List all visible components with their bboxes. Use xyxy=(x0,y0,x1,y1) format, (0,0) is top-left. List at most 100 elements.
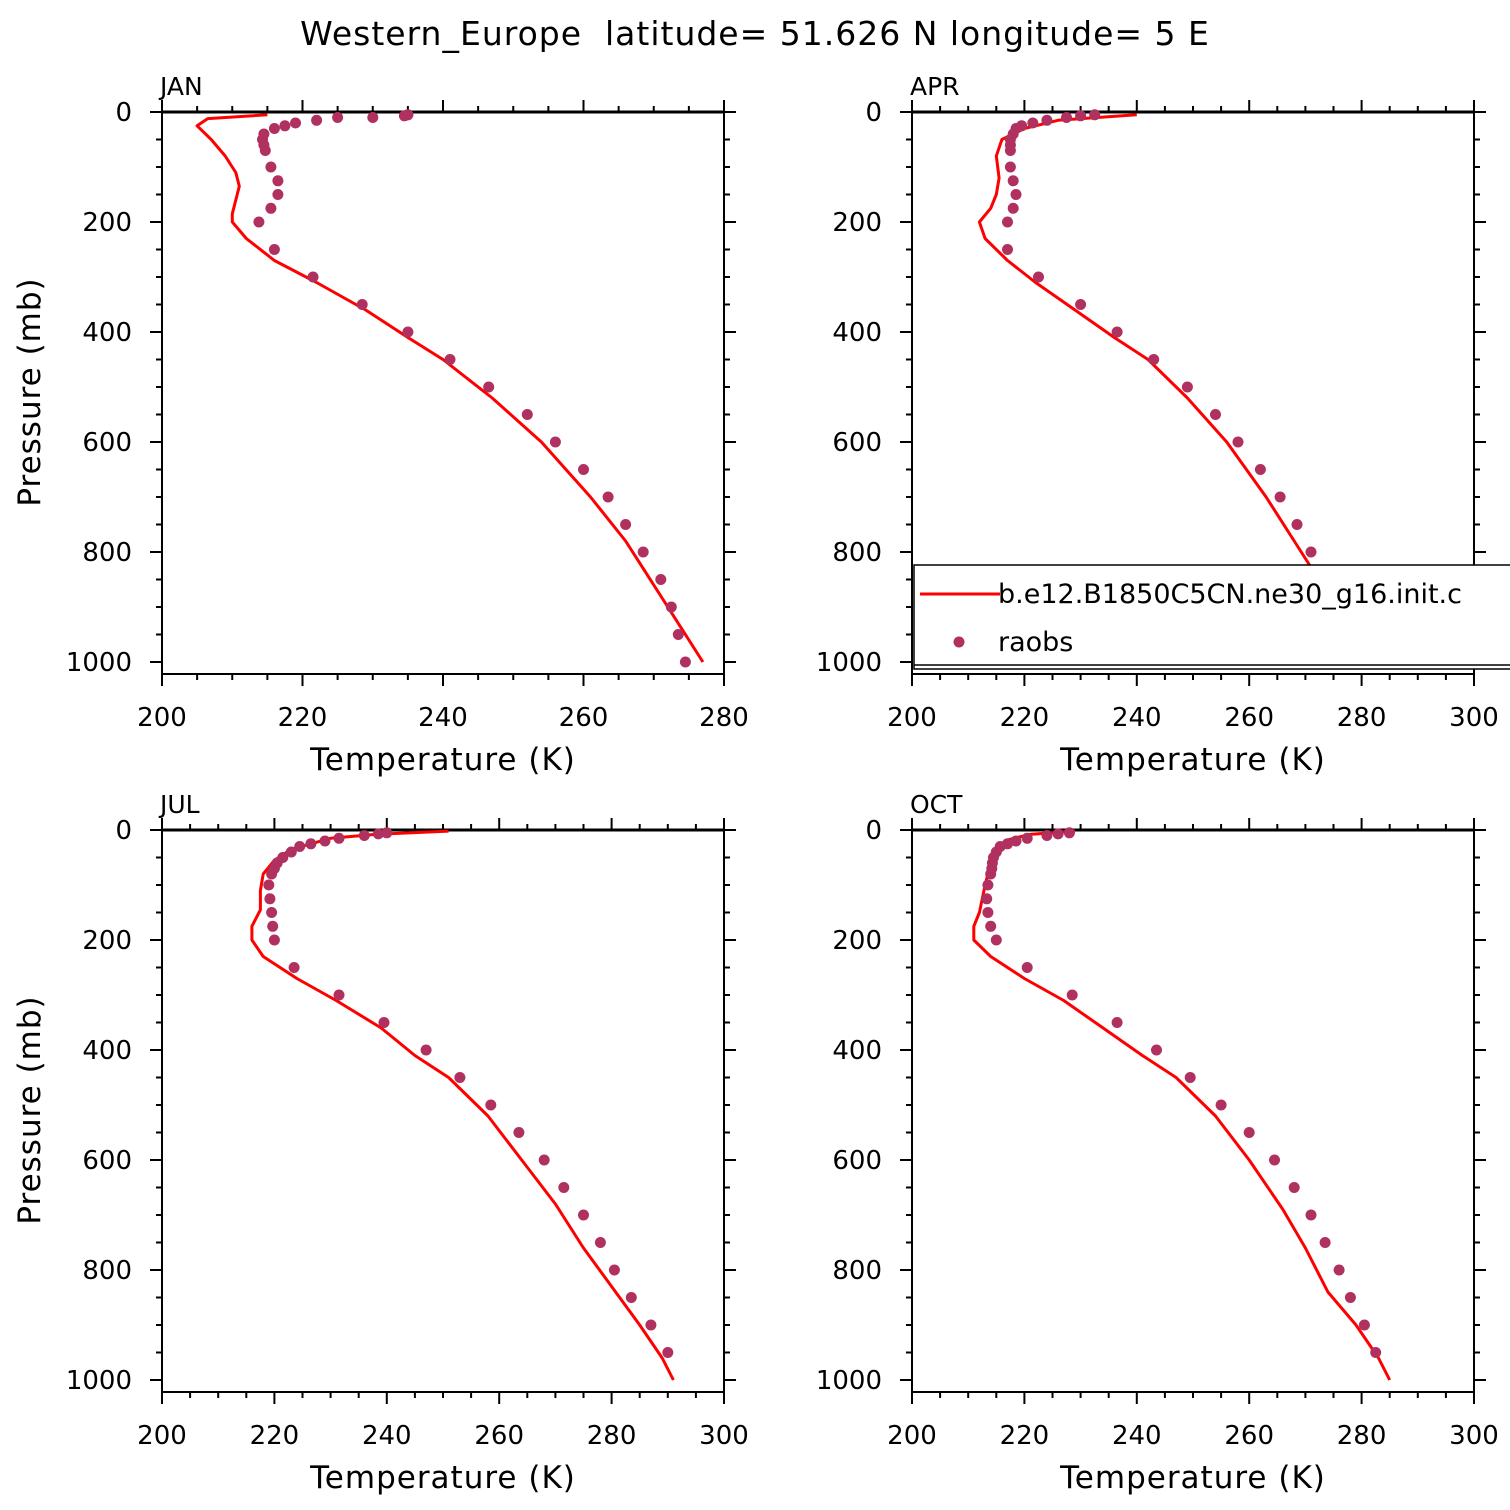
raobs-marker xyxy=(1007,202,1019,214)
raobs-marker xyxy=(307,271,319,283)
raobs-marker xyxy=(381,827,393,839)
raobs-marker xyxy=(637,546,649,558)
x-axis-title: Temperature (K) xyxy=(309,1460,576,1496)
y-tick-label: 0 xyxy=(115,816,132,846)
raobs-marker xyxy=(265,161,277,173)
raobs-marker xyxy=(265,202,277,214)
raobs-marker xyxy=(1274,491,1286,503)
y-tick-label: 0 xyxy=(865,98,882,128)
raobs-marker xyxy=(420,1044,432,1056)
y-tick-label: 400 xyxy=(82,318,132,348)
raobs-marker xyxy=(332,112,344,123)
plot-data xyxy=(195,109,705,668)
raobs-marker xyxy=(333,989,345,1001)
raobs-marker xyxy=(662,1347,674,1358)
x-tick-label: 300 xyxy=(699,1421,749,1451)
raobs-marker xyxy=(981,893,993,905)
raobs-marker xyxy=(1052,828,1064,840)
y-tick-label: 1000 xyxy=(816,1366,882,1396)
raobs-marker xyxy=(625,1292,637,1303)
panel-label: JAN xyxy=(158,72,203,101)
raobs-marker xyxy=(1063,827,1075,839)
raobs-marker xyxy=(444,354,456,365)
raobs-marker xyxy=(521,409,533,420)
raobs-marker xyxy=(268,123,280,134)
raobs-marker xyxy=(358,830,370,841)
raobs-marker xyxy=(1010,189,1022,200)
raobs-marker xyxy=(1002,244,1013,255)
raobs-marker xyxy=(333,832,345,844)
raobs-marker xyxy=(259,145,271,156)
raobs-marker xyxy=(253,216,265,228)
x-tick-label: 280 xyxy=(1337,1421,1387,1451)
raobs-marker xyxy=(319,835,331,847)
y-tick-label: 800 xyxy=(832,1256,882,1286)
x-tick-label: 280 xyxy=(699,703,749,733)
raobs-marker xyxy=(1004,145,1016,156)
x-axis-title: Temperature (K) xyxy=(309,742,576,778)
raobs-marker xyxy=(513,1127,525,1138)
x-tick-label: 220 xyxy=(250,1421,300,1451)
raobs-marker xyxy=(985,868,997,880)
raobs-marker xyxy=(267,920,279,932)
raobs-marker xyxy=(1151,1044,1162,1056)
y-tick-label: 200 xyxy=(82,926,132,956)
raobs-marker xyxy=(1148,354,1160,365)
raobs-marker xyxy=(1319,1237,1331,1248)
raobs-marker xyxy=(272,189,284,200)
x-tick-label: 260 xyxy=(1224,703,1274,733)
model-line xyxy=(250,829,675,1381)
raobs-marker xyxy=(266,907,278,918)
raobs-marker xyxy=(1027,117,1039,129)
raobs-marker xyxy=(602,491,614,503)
raobs-marker xyxy=(290,117,301,129)
y-tick-label: 800 xyxy=(82,1256,132,1286)
raobs-marker xyxy=(594,1237,606,1248)
x-tick-label: 220 xyxy=(1000,1421,1050,1451)
plot-data xyxy=(972,827,1392,1381)
raobs-marker xyxy=(266,868,278,880)
x-tick-label: 280 xyxy=(587,1421,637,1451)
legend-box xyxy=(913,564,1510,670)
raobs-marker xyxy=(1021,832,1033,844)
raobs-marker xyxy=(1344,1292,1356,1303)
x-tick-label: 260 xyxy=(474,1421,524,1451)
raobs-marker xyxy=(305,838,317,850)
y-tick-label: 600 xyxy=(82,1146,132,1176)
raobs-marker xyxy=(1033,271,1044,283)
y-tick-label: 400 xyxy=(832,1036,882,1066)
raobs-marker xyxy=(1075,299,1087,310)
raobs-marker xyxy=(985,920,997,932)
x-tick-label: 220 xyxy=(1000,703,1050,733)
raobs-marker xyxy=(1232,436,1244,448)
raobs-marker xyxy=(1184,1072,1196,1083)
raobs-marker xyxy=(558,1182,570,1193)
x-axis-title: Temperature (K) xyxy=(1059,742,1326,778)
x-tick-label: 220 xyxy=(278,703,328,733)
raobs-marker xyxy=(620,519,632,530)
raobs-marker xyxy=(288,962,300,973)
raobs-marker xyxy=(268,244,280,255)
raobs-marker xyxy=(485,1099,497,1111)
raobs-marker xyxy=(1066,989,1078,1001)
y-tick-label: 1000 xyxy=(66,1366,132,1396)
x-tick-label: 240 xyxy=(1112,703,1162,733)
raobs-marker xyxy=(679,656,691,668)
raobs-marker xyxy=(1002,216,1013,228)
y-tick-label: 200 xyxy=(832,926,882,956)
raobs-marker xyxy=(483,381,495,393)
raobs-marker xyxy=(294,841,306,852)
raobs-marker xyxy=(1210,409,1221,420)
raobs-marker xyxy=(538,1154,550,1166)
figure-title: Western_Europe latitude= 51.626 N longit… xyxy=(300,14,1210,53)
x-tick-label: 280 xyxy=(1337,703,1387,733)
raobs-marker xyxy=(1269,1154,1280,1166)
y-axis-title: Pressure (mb) xyxy=(12,277,48,506)
x-tick-label: 200 xyxy=(137,703,187,733)
x-tick-label: 200 xyxy=(137,1421,187,1451)
x-tick-label: 240 xyxy=(418,703,468,733)
